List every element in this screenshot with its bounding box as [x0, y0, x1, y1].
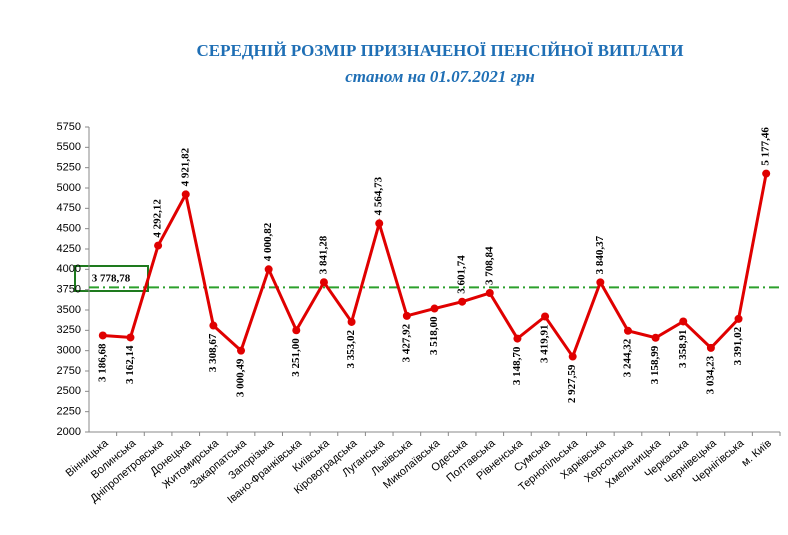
y-tick-label: 2750: [57, 365, 81, 377]
value-label: 3 000,49: [235, 358, 247, 397]
data-point: [264, 265, 273, 274]
x-tick-label: м. Київ: [739, 437, 774, 469]
y-tick-label: 2500: [57, 385, 81, 397]
y-tick-label: 4500: [57, 223, 81, 235]
y-tick-label: 2250: [57, 406, 81, 418]
data-point: [541, 312, 550, 321]
y-tick-label: 4000: [57, 263, 81, 275]
data-point: [375, 219, 384, 228]
y-tick-label: 3250: [57, 324, 81, 336]
value-label: 3 841,28: [317, 235, 329, 274]
y-tick-label: 5250: [57, 162, 81, 174]
value-label: 3 244,32: [622, 338, 634, 377]
data-point: [237, 346, 246, 355]
value-label: 3 518,00: [428, 316, 440, 355]
y-tick-label: 3000: [57, 345, 81, 357]
y-tick-label: 5000: [57, 182, 81, 194]
value-label: 3 708,84: [483, 246, 495, 285]
data-point: [513, 334, 522, 343]
value-label: 3 251,00: [290, 338, 302, 377]
data-point: [762, 169, 771, 178]
data-point: [596, 278, 605, 287]
value-label: 3 353,02: [345, 329, 357, 368]
y-tick-label: 5500: [57, 141, 81, 153]
y-tick-label: 4250: [57, 243, 81, 255]
value-label: 5 177,46: [760, 127, 772, 166]
value-label: 3 162,14: [124, 345, 136, 384]
data-point: [319, 278, 328, 287]
data-point: [706, 343, 715, 352]
data-point: [181, 190, 190, 199]
data-point: [209, 321, 218, 330]
chart-subtitle: станом на 01.07.2021 грн: [345, 67, 535, 86]
value-label: 4 000,82: [262, 222, 274, 261]
value-label: 3 601,74: [456, 255, 468, 294]
value-label: 3 034,23: [704, 355, 716, 394]
value-label: 3 148,70: [511, 346, 523, 385]
data-point: [98, 331, 107, 340]
y-tick-label: 4750: [57, 202, 81, 214]
chart-title: СЕРЕДНІЙ РОЗМІР ПРИЗНАЧЕНОЇ ПЕНСІЙНОЇ ВИ…: [197, 41, 684, 60]
y-tick-label: 3750: [57, 284, 81, 296]
value-label: 4 564,73: [373, 176, 385, 215]
value-label: 4 292,12: [152, 199, 164, 238]
data-point: [402, 311, 411, 320]
value-label: 2 927,59: [566, 364, 578, 403]
value-label: 3 308,67: [207, 333, 219, 372]
y-tick-label: 2000: [57, 426, 81, 438]
data-point: [568, 352, 577, 361]
value-label: 3 391,02: [732, 326, 744, 365]
y-tick-label: 5750: [57, 121, 81, 133]
data-point: [430, 304, 439, 313]
data-point: [651, 333, 660, 342]
value-label: 4 921,82: [179, 147, 191, 186]
value-label: 3 840,37: [594, 235, 606, 274]
data-point: [126, 333, 135, 342]
value-label: 3 186,68: [96, 343, 108, 382]
value-label: 3 419,91: [539, 325, 551, 364]
reference-label: 3 778,78: [92, 273, 131, 285]
data-point: [485, 289, 494, 298]
y-tick-label: 3500: [57, 304, 81, 316]
data-point: [458, 297, 467, 306]
data-point: [734, 314, 743, 323]
data-point: [623, 326, 632, 335]
value-label: 3 158,99: [649, 345, 661, 384]
value-label: 3 427,92: [400, 323, 412, 362]
data-point: [347, 317, 356, 326]
data-point: [292, 326, 301, 335]
data-point: [154, 241, 163, 250]
data-point: [679, 317, 688, 326]
value-label: 3 358,91: [677, 329, 689, 368]
